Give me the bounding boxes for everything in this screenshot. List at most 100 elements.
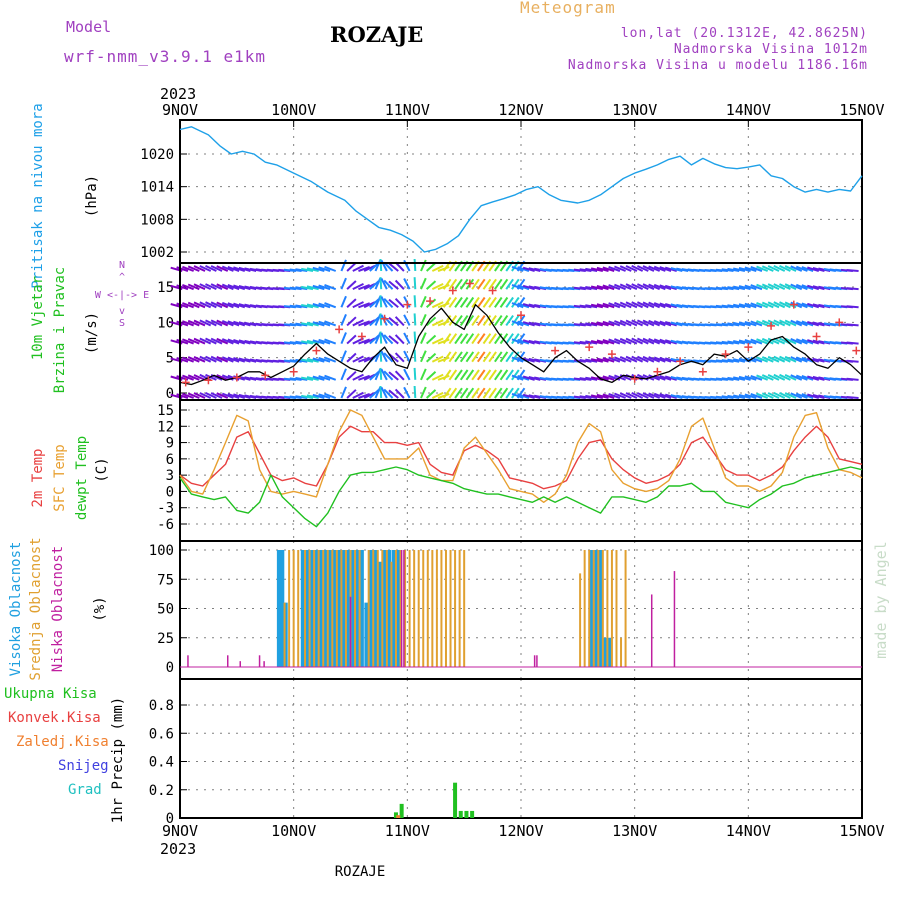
wind-arrow [499,387,509,399]
coordinates-text: lon,lat (20.1312E, 42.8625N) [620,26,868,41]
precip-legend-item: Grad [68,782,102,798]
wind-arrow [659,266,672,272]
wind-arrow [585,304,598,309]
x-tick-label-bottom: 12NOV [498,822,543,840]
y-tick-label: 0 [166,484,174,500]
wind-arrow [352,264,364,272]
wind-arrow [403,368,411,381]
wind-arrow [442,369,452,381]
wind-arrow [193,392,206,399]
wind-arrow [199,283,212,291]
wind-arrow [761,337,774,345]
wind-arrow [631,391,644,399]
wind-arrow [579,268,592,272]
wind-arrow [664,357,678,363]
wind-arrow [642,392,655,399]
wind-arrow [511,351,520,363]
wind-arrow [517,393,530,399]
precip-bar-total [453,782,458,818]
wind-arrow [221,319,234,327]
wind-arrow [773,264,786,272]
wind-arrow [388,389,399,399]
wind-arrow [193,301,206,309]
wind-gust-marker [721,350,730,359]
wind-arrow [318,393,331,399]
wind-arrow [767,319,780,327]
wind-arrow [795,356,808,363]
x-tick-label-bottom: 14NOV [726,822,771,840]
wind-arrow [744,302,757,309]
wind-arrow [511,387,520,399]
wind-arrow [517,320,530,327]
wind-arrow [340,386,347,399]
high-cloud-axis-title: Visoka Oblacnost [8,542,24,677]
wind-arrow [358,392,371,399]
wind-arrow [505,351,514,363]
wind-arrow [346,370,357,381]
wind-arrow [494,278,503,290]
wind-gust-marker [289,367,298,376]
wind-arrow [465,296,475,308]
wind-arrow [664,339,678,345]
wind-arrow [648,265,661,272]
wind-arrow [761,392,774,399]
y-tick-label: 0.4 [149,755,174,771]
wind-arrow [420,368,427,381]
wind-arrow [352,373,364,381]
wind-arrow [511,392,524,399]
wind-gust-marker [312,346,321,355]
wind-arrow [437,265,450,272]
wind-gust-marker [789,300,798,309]
wind-arrow [721,286,734,291]
wind-arrow [653,265,666,272]
wind-arrow [403,314,411,326]
wind-arrow [346,316,357,327]
wind-arrow [413,385,417,399]
y-tick-label: 0 [166,811,174,827]
wind-speed-line [179,304,863,386]
wind-arrow [642,374,655,381]
sfc-temp-axis-title: SFC Temp [52,444,68,511]
wind-arrow [631,319,644,327]
wind-arrow [380,350,388,363]
temp-line-tsfc [179,409,863,503]
wind-arrow [744,339,757,345]
wind-arrow [394,334,405,345]
wind-arrow [761,283,774,291]
mid-cloud-axis-title: Srednja Oblacnost [28,537,44,680]
wind-arrow [756,392,769,399]
wind-arrow [312,375,325,381]
wind-arrow [295,286,308,291]
year-label-top: 2023 [160,85,196,103]
wind-arrow [340,295,347,308]
wind-arrow [511,356,524,363]
wind-arrow [505,333,514,345]
precip-bar-total [464,810,469,818]
wind-arrow [642,301,655,309]
wind-arrow [522,375,535,381]
compass-arrow-up: ^ [119,272,125,283]
wind-arrow [448,315,458,327]
wind-arrow [210,301,223,309]
wind-arrow [425,371,437,381]
wind-arrow [442,351,452,363]
wind-arrow [193,355,206,363]
wind-arrow [205,319,217,327]
wind-arrow [659,338,672,345]
wind-arrow [312,339,325,345]
wind-arrow [233,266,246,272]
wind-arrow [182,374,194,381]
wind-arrow [659,320,672,327]
wind-arrow [579,304,592,309]
wind-arrow [590,394,604,399]
wind-arrow [784,373,797,381]
wind-arrow [379,367,383,380]
wind-arrow [522,393,535,399]
wind-arrow [383,388,394,399]
wind-arrow [199,355,212,363]
wind-arrow [205,337,217,345]
wind-arrow [482,333,492,345]
wind-gust-marker [551,346,560,355]
wind-arrow [756,338,769,345]
wind-arrow [352,319,364,327]
